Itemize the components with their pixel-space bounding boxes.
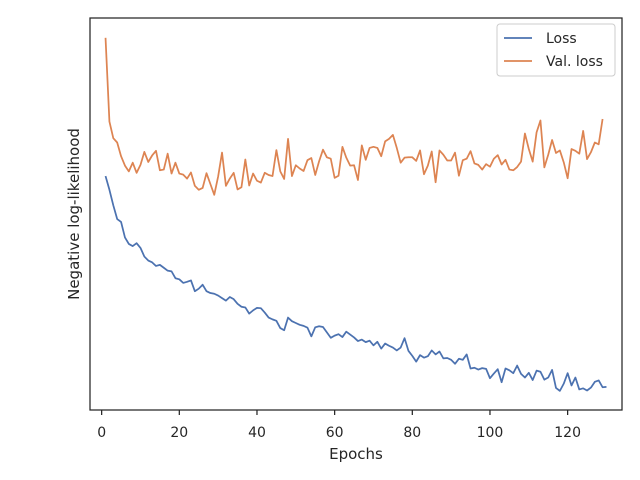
y-axis-label: Negative log-likelihood bbox=[65, 128, 83, 300]
x-tick-label: 80 bbox=[403, 425, 421, 441]
x-axis-label: Epochs bbox=[329, 445, 383, 463]
x-tick-label: 100 bbox=[477, 425, 504, 441]
series-line-loss bbox=[104, 175, 607, 392]
x-tick-label: 0 bbox=[97, 425, 106, 441]
series-line-val-loss bbox=[104, 37, 604, 196]
plot-frame bbox=[89, 17, 623, 411]
legend: Loss Val. loss bbox=[496, 23, 616, 77]
x-tick-label: 60 bbox=[326, 425, 344, 441]
plot-area bbox=[90, 18, 622, 410]
series-layer bbox=[104, 37, 607, 392]
legend-label-loss: Loss bbox=[546, 31, 577, 47]
x-tick-label: 20 bbox=[170, 425, 188, 441]
legend-label-val-loss: Val. loss bbox=[546, 54, 603, 70]
x-tick-label: 40 bbox=[248, 425, 266, 441]
x-tick-label: 120 bbox=[554, 425, 581, 441]
x-axis-ticks: 0 20 40 60 80 100 120 bbox=[97, 410, 581, 441]
legend-box bbox=[496, 23, 616, 77]
